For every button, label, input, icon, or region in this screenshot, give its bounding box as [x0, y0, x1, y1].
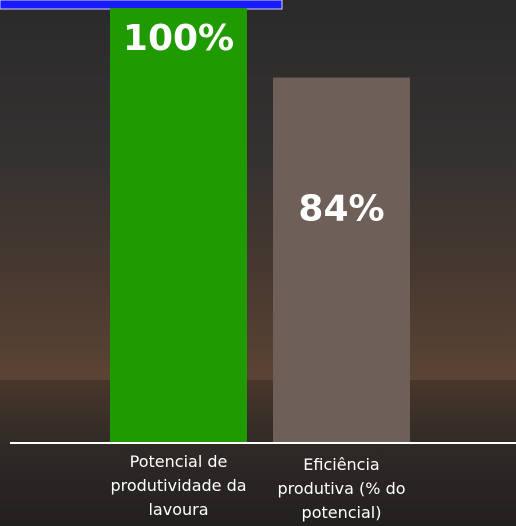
header-bar	[0, 0, 283, 10]
category-label: Potencial de produtividade da lavoura	[110, 452, 247, 519]
bar	[110, 8, 247, 443]
value-label: 84%	[298, 188, 384, 229]
bar	[273, 77, 410, 443]
background-shade	[0, 380, 516, 526]
category-label: Eficiência produtiva (% do potencial)	[277, 455, 406, 522]
value-label: 100%	[123, 18, 234, 59]
